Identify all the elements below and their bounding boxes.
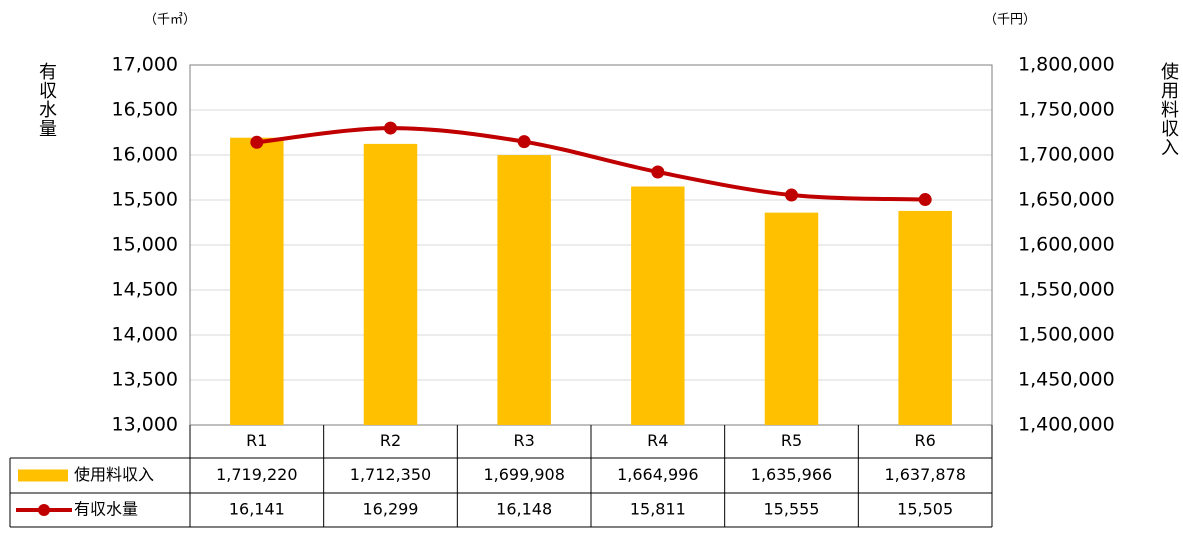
x-tick-label: R3 — [514, 431, 535, 450]
legend-label: 有収水量 — [74, 500, 138, 519]
y-tick-label: 15,000 — [112, 234, 178, 256]
table-value: 1,637,878 — [884, 465, 965, 484]
y-tick-label: 16,000 — [112, 144, 178, 166]
table-value: 15,811 — [630, 500, 686, 519]
y2-tick-label: 1,750,000 — [1018, 99, 1115, 121]
y2-tick-label: 1,800,000 — [1018, 54, 1115, 76]
line-marker — [918, 193, 932, 207]
legend-marker — [38, 504, 50, 516]
table-value: 16,148 — [496, 500, 552, 519]
y-tick-label: 17,000 — [112, 54, 178, 76]
table-value: 1,699,908 — [483, 465, 564, 484]
x-tick-label: R2 — [380, 431, 401, 450]
legend-label: 使用料収入 — [74, 465, 154, 484]
table-value: 16,299 — [363, 500, 419, 519]
x-tick-label: R1 — [246, 431, 267, 450]
bar — [631, 186, 685, 425]
y-tick-label: 15,500 — [112, 189, 178, 211]
table-value: 1,635,966 — [751, 465, 832, 484]
y-tick-label: 16,500 — [112, 99, 178, 121]
table-value: 15,505 — [897, 500, 953, 519]
x-tick-label: R6 — [915, 431, 936, 450]
line-marker — [785, 188, 798, 202]
y2-tick-label: 1,550,000 — [1018, 279, 1115, 301]
line-marker — [250, 135, 264, 149]
table-value: 1,712,350 — [350, 465, 431, 484]
line-marker — [651, 165, 665, 179]
bar — [764, 212, 819, 425]
table-value: 15,555 — [764, 500, 820, 519]
y2-tick-label: 1,450,000 — [1018, 369, 1115, 391]
table-value: 16,141 — [229, 500, 285, 519]
bar — [363, 143, 418, 425]
y2-tick-label: 1,700,000 — [1018, 144, 1115, 166]
y-unit: （千㎥） — [144, 13, 196, 28]
y2-axis-title: 使用料収入 — [1158, 62, 1179, 157]
y-tick-label: 13,500 — [112, 369, 178, 391]
legend-swatch — [18, 469, 68, 482]
line — [256, 126, 926, 202]
y2-tick-label: 1,600,000 — [1018, 234, 1115, 256]
line-marker — [384, 121, 397, 135]
y2-tick-label: 1,500,000 — [1018, 324, 1115, 346]
bar — [898, 210, 952, 425]
y-tick-label: 14,500 — [112, 279, 178, 301]
table-value: 1,719,220 — [216, 465, 297, 484]
y-tick-label: 13,000 — [112, 414, 178, 436]
x-tick-label: R5 — [781, 431, 802, 450]
x-tick-label: R4 — [647, 431, 668, 450]
y2-unit: （千円） — [984, 13, 1036, 28]
y2-tick-label: 1,650,000 — [1018, 189, 1115, 211]
y-axis-title: 有収水量 — [36, 62, 57, 138]
bar — [497, 155, 551, 425]
bar — [230, 137, 284, 425]
y2-tick-label: 1,400,000 — [1018, 414, 1115, 436]
table-value: 1,664,996 — [617, 465, 698, 484]
y-tick-label: 14,000 — [112, 324, 178, 346]
line-marker — [517, 135, 531, 149]
